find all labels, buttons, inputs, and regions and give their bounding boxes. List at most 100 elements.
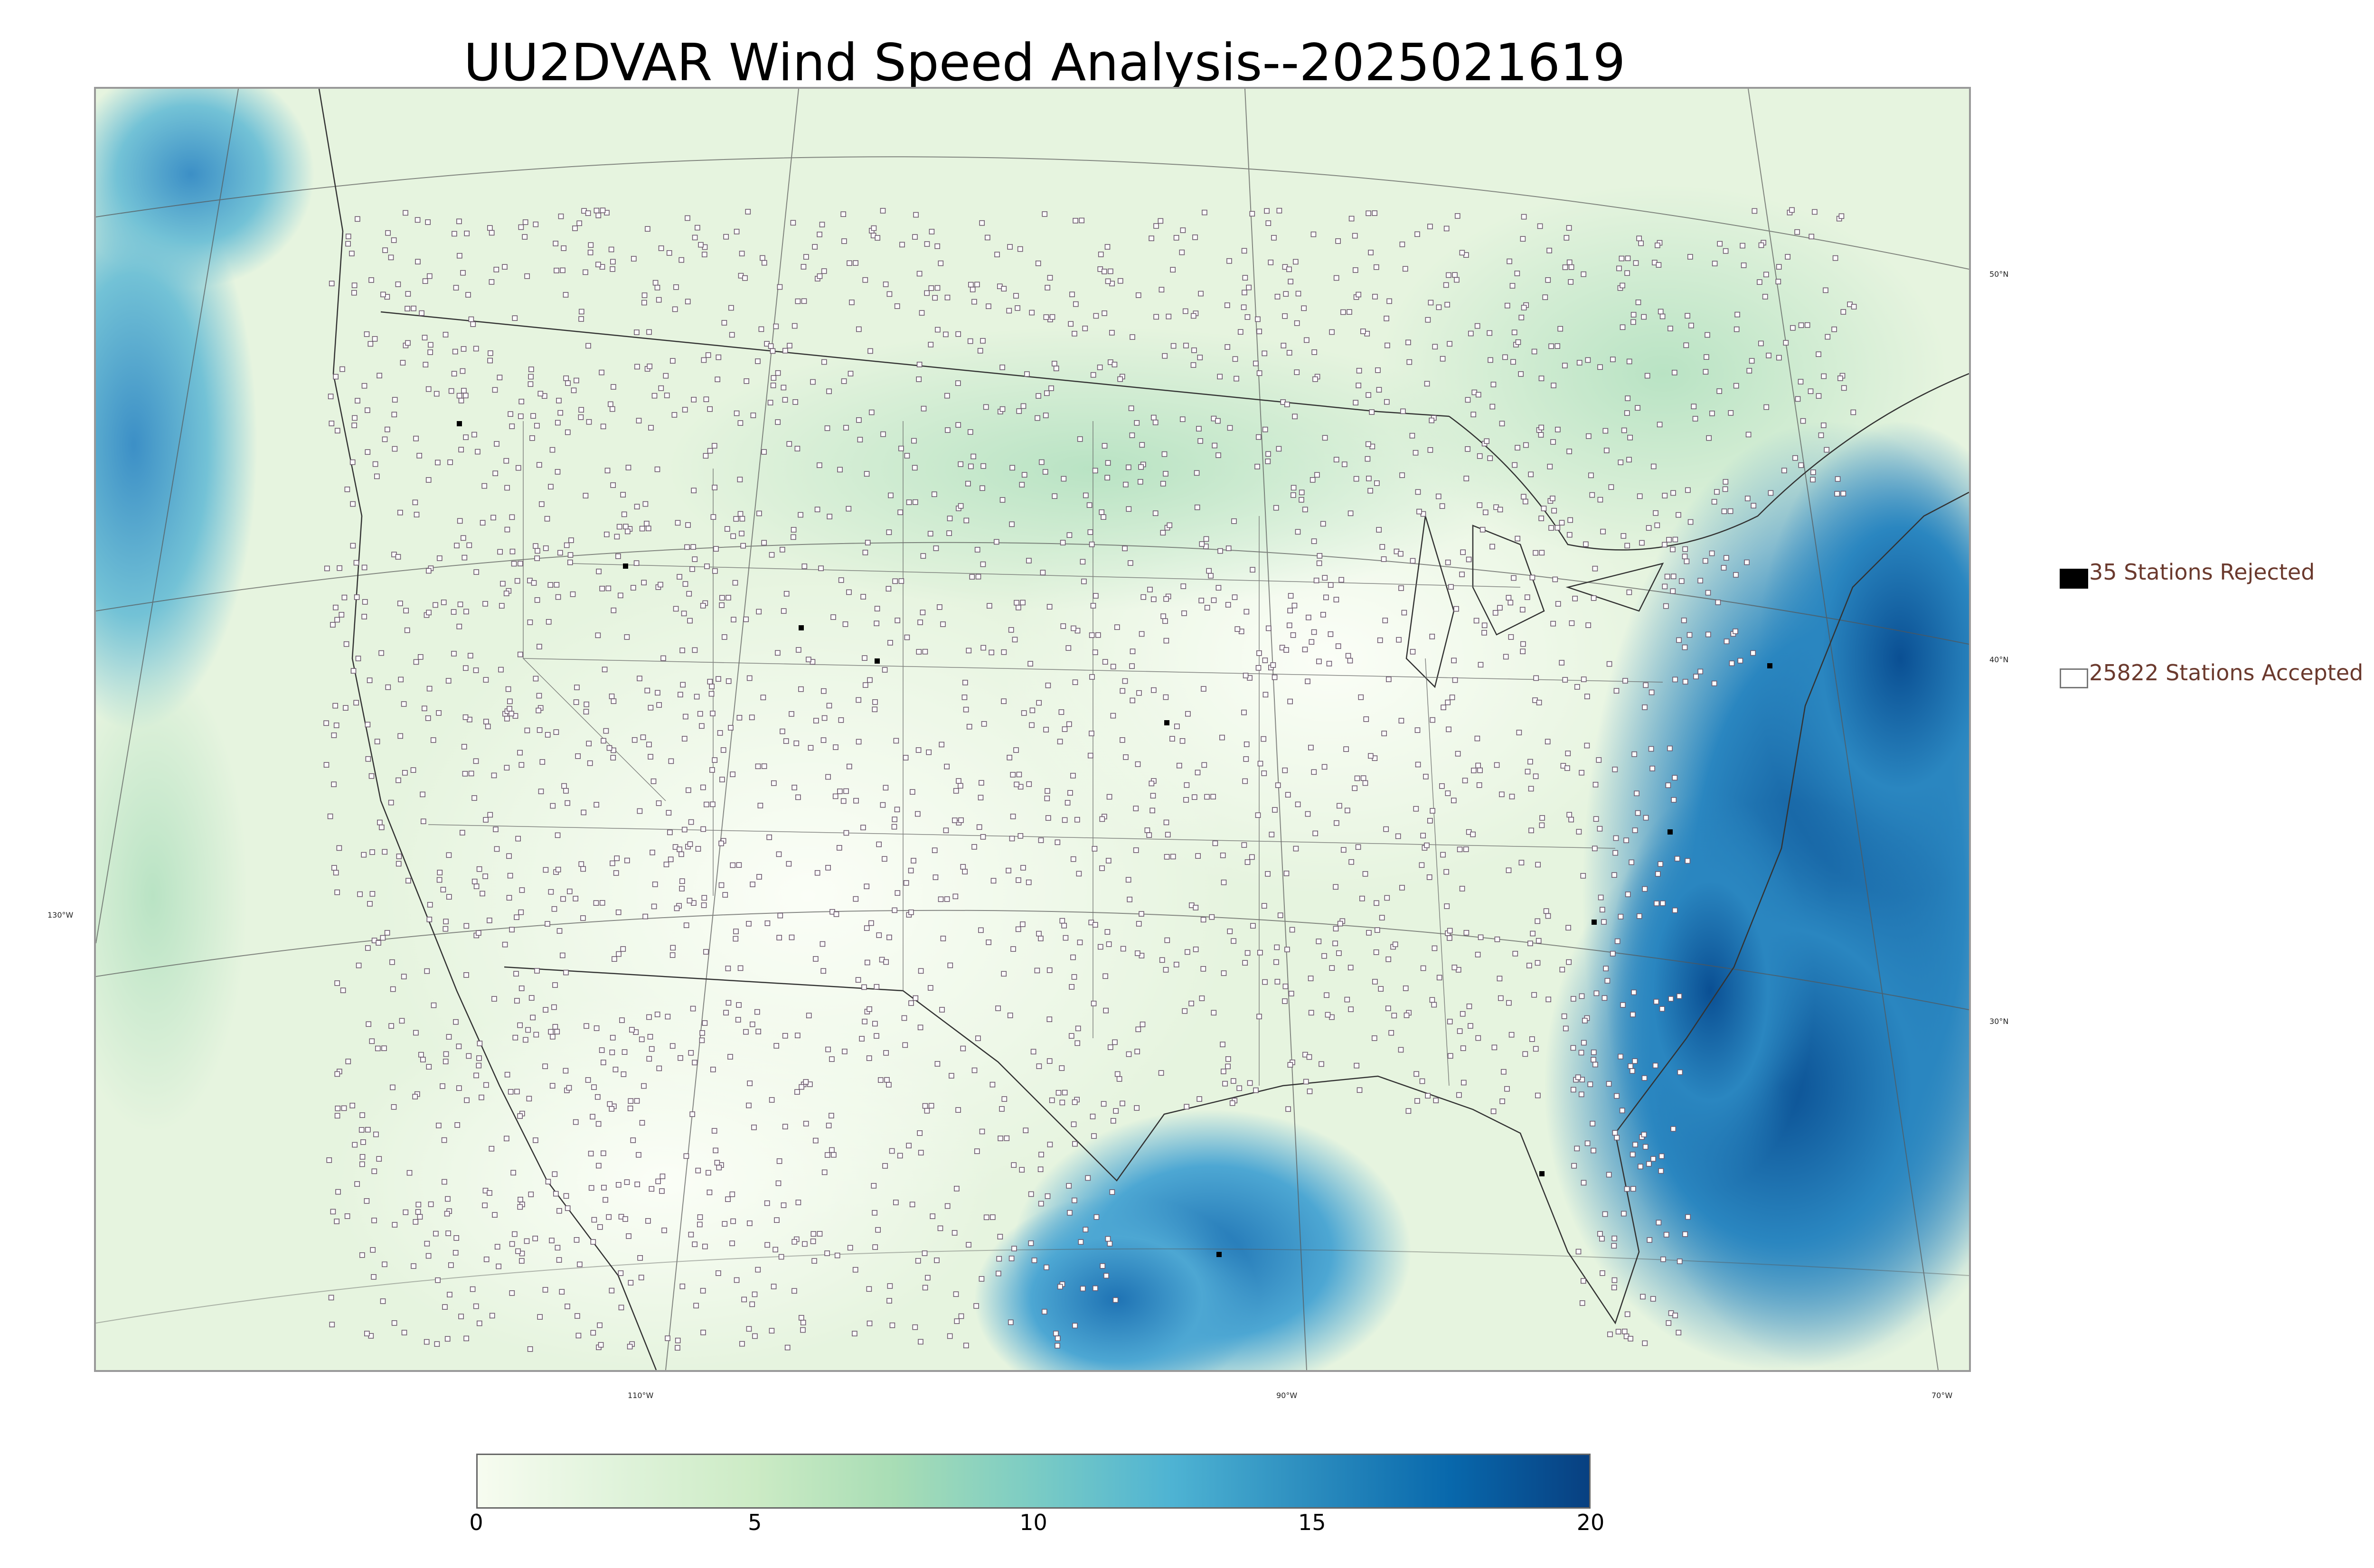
station-accepted-marker	[1460, 549, 1466, 555]
station-accepted-marker	[596, 568, 602, 574]
wind-speed-map[interactable]	[94, 87, 1971, 1372]
station-accepted-marker	[1272, 674, 1278, 680]
station-accepted-marker	[749, 714, 755, 720]
station-accepted-marker	[1514, 271, 1520, 276]
station-accepted-marker	[722, 892, 728, 898]
station-accepted-marker	[970, 453, 976, 460]
station-accepted-marker	[706, 1170, 711, 1176]
station-accepted-marker	[908, 868, 914, 873]
station-accepted-marker	[1368, 250, 1374, 255]
station-accepted-marker	[1679, 578, 1685, 584]
station-accepted-marker	[485, 723, 491, 730]
station-accepted-marker	[1231, 1078, 1236, 1084]
station-accepted-marker	[1379, 915, 1385, 920]
station-accepted-marker	[1309, 639, 1315, 645]
station-accepted-marker	[1490, 382, 1497, 387]
station-accepted-marker	[758, 326, 764, 332]
station-accepted-marker	[335, 1106, 341, 1111]
station-accepted-marker	[912, 234, 918, 240]
station-accepted-marker	[1059, 1065, 1065, 1071]
station-accepted-marker	[940, 936, 946, 941]
station-accepted-marker	[1272, 807, 1278, 813]
station-accepted-marker	[1162, 618, 1168, 624]
station-accepted-marker	[1551, 507, 1557, 514]
station-accepted-marker	[473, 758, 479, 764]
station-accepted-marker	[1591, 1049, 1597, 1055]
station-accepted-marker	[866, 1055, 872, 1061]
station-accepted-marker	[862, 1019, 867, 1024]
station-accepted-marker	[979, 220, 985, 226]
station-accepted-marker	[716, 354, 722, 360]
station-accepted-marker	[888, 492, 894, 498]
station-accepted-marker	[1810, 477, 1816, 483]
station-markers	[323, 207, 1857, 1352]
station-accepted-marker	[405, 340, 411, 346]
station-accepted-marker	[1294, 369, 1300, 375]
station-accepted-marker	[692, 235, 698, 241]
station-accepted-marker	[1498, 995, 1504, 1001]
station-accepted-marker	[1144, 827, 1150, 833]
lon-label-130w: 130°W	[47, 911, 74, 920]
station-accepted-marker	[481, 483, 488, 489]
station-accepted-marker	[1188, 1001, 1194, 1006]
station-accepted-marker	[626, 1233, 631, 1239]
station-accepted-marker	[746, 675, 753, 681]
station-accepted-marker	[1262, 657, 1268, 663]
station-accepted-marker	[479, 1094, 484, 1100]
station-accepted-marker	[958, 503, 964, 509]
station-accepted-marker	[795, 794, 801, 800]
station-accepted-marker	[333, 723, 339, 728]
station-accepted-marker	[578, 309, 584, 315]
station-accepted-marker	[1840, 490, 1846, 497]
station-accepted-marker	[1520, 641, 1526, 647]
station-accepted-marker	[960, 1045, 966, 1052]
station-accepted-marker	[953, 788, 959, 794]
station-accepted-marker	[1506, 1000, 1512, 1006]
station-accepted-marker	[543, 545, 549, 551]
station-accepted-marker	[928, 285, 934, 291]
station-accepted-marker	[1301, 305, 1307, 311]
station-accepted-marker	[1406, 359, 1413, 365]
station-accepted-marker	[892, 907, 897, 913]
station-accepted-marker	[825, 1046, 831, 1052]
station-accepted-marker	[1618, 1053, 1623, 1060]
station-accepted-marker	[1670, 1126, 1676, 1132]
station-accepted-marker	[533, 543, 538, 549]
station-accepted-marker	[1429, 634, 1435, 639]
station-accepted-marker	[1167, 522, 1172, 528]
station-accepted-marker	[1013, 747, 1019, 753]
station-accepted-marker	[1249, 854, 1255, 860]
station-accepted-marker	[1139, 911, 1144, 917]
station-accepted-marker	[1071, 1121, 1077, 1127]
station-accepted-marker	[1337, 803, 1342, 809]
station-accepted-marker	[1478, 934, 1484, 940]
station-accepted-marker	[678, 851, 684, 857]
station-accepted-marker	[697, 711, 703, 717]
station-accepted-marker	[1146, 832, 1152, 838]
station-accepted-marker	[595, 1094, 601, 1100]
station-accepted-marker	[1666, 537, 1672, 543]
station-accepted-marker	[1093, 1214, 1100, 1220]
station-accepted-marker	[1093, 593, 1099, 599]
station-accepted-marker	[1538, 376, 1545, 381]
station-accepted-marker	[659, 1188, 665, 1194]
station-accepted-marker	[932, 491, 937, 498]
station-accepted-marker	[1108, 268, 1113, 274]
station-accepted-marker	[420, 1057, 426, 1062]
station-accepted-marker	[452, 231, 457, 237]
station-accepted-marker	[577, 1261, 583, 1268]
station-accepted-marker	[1289, 991, 1294, 996]
station-accepted-marker	[736, 715, 743, 721]
station-accepted-marker	[1044, 796, 1050, 801]
station-accepted-marker	[426, 685, 433, 692]
station-accepted-marker	[1612, 850, 1618, 856]
station-accepted-marker	[593, 900, 599, 906]
station-accepted-marker	[679, 878, 685, 884]
station-accepted-marker	[654, 1012, 660, 1017]
station-accepted-marker	[1158, 218, 1164, 224]
station-accepted-marker	[922, 1285, 928, 1291]
station-accepted-marker	[1044, 1264, 1049, 1270]
station-accepted-marker	[760, 255, 765, 261]
station-accepted-marker	[1276, 446, 1282, 452]
station-accepted-marker	[1400, 408, 1406, 414]
